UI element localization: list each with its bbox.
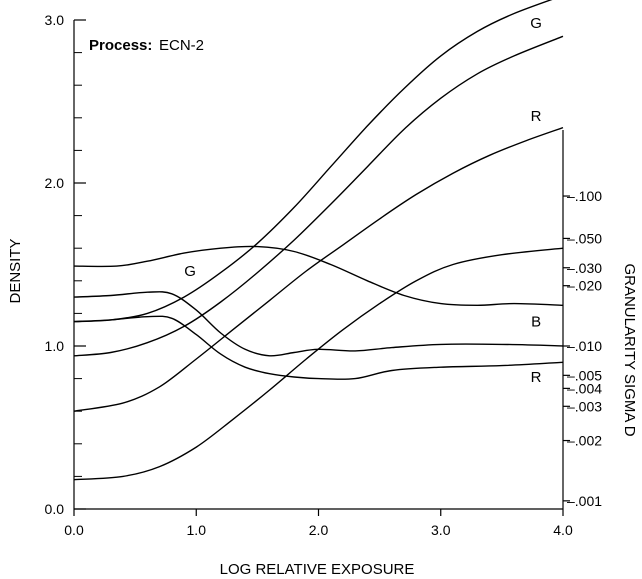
y-tick-label: 2.0 — [45, 175, 65, 191]
density-curve-r — [73, 126, 564, 412]
process-label: Process: — [89, 37, 152, 54]
y2-tick-label: –.100 — [567, 188, 602, 204]
y2-tick-label: –.050 — [567, 230, 602, 246]
granularity-curve-b — [73, 315, 564, 380]
curve-label-b: B — [531, 313, 541, 330]
curve-label-g: G — [184, 263, 196, 280]
y2-tick-label: –.005 — [567, 367, 602, 383]
x-tick-label: 1.0 — [187, 522, 207, 538]
granularity-curve-g — [73, 291, 564, 357]
granularity-curve — [73, 245, 564, 307]
density-curve-b — [73, 0, 553, 323]
curve-label-r: R — [531, 369, 542, 386]
density-curve-g — [73, 35, 564, 357]
y2-tick-label: –.002 — [567, 433, 602, 449]
x-tick-label: 2.0 — [309, 522, 329, 538]
curve-label-r: R — [531, 108, 542, 125]
process-value: ECN-2 — [159, 37, 204, 54]
y2-tick-label: –.020 — [567, 278, 602, 294]
series-group — [73, 0, 564, 481]
labels-group: BGRGBR — [184, 15, 542, 386]
x-axis-title: LOG RELATIVE EXPOSURE — [220, 561, 415, 578]
y2-tick-label: –.010 — [567, 338, 602, 354]
y-tick-label: 0.0 — [45, 501, 65, 517]
x-tick-label: 3.0 — [431, 522, 451, 538]
y2-axis-title: GRANULARITY SIGMA D — [621, 263, 638, 436]
axes: 0.0 1.0 2.0 3.0 4.0 0.0 1.0 2.0 3.0 –.001 –.002 –.0… — [45, 12, 603, 538]
y-tick-label: 1.0 — [45, 338, 65, 354]
x-tick-label: 4.0 — [553, 522, 573, 538]
curve-label-g: G — [530, 15, 542, 32]
density-curve — [73, 247, 564, 481]
y-axis-title: DENSITY — [7, 238, 24, 303]
x-tick-label: 0.0 — [64, 522, 84, 538]
y2-tick-label: –.030 — [567, 260, 602, 276]
y2-tick-label: –.004 — [567, 380, 602, 396]
y2-tick-label: –.003 — [567, 398, 602, 414]
y2-tick-label: –.001 — [567, 493, 602, 509]
y-tick-label: 3.0 — [45, 12, 65, 28]
